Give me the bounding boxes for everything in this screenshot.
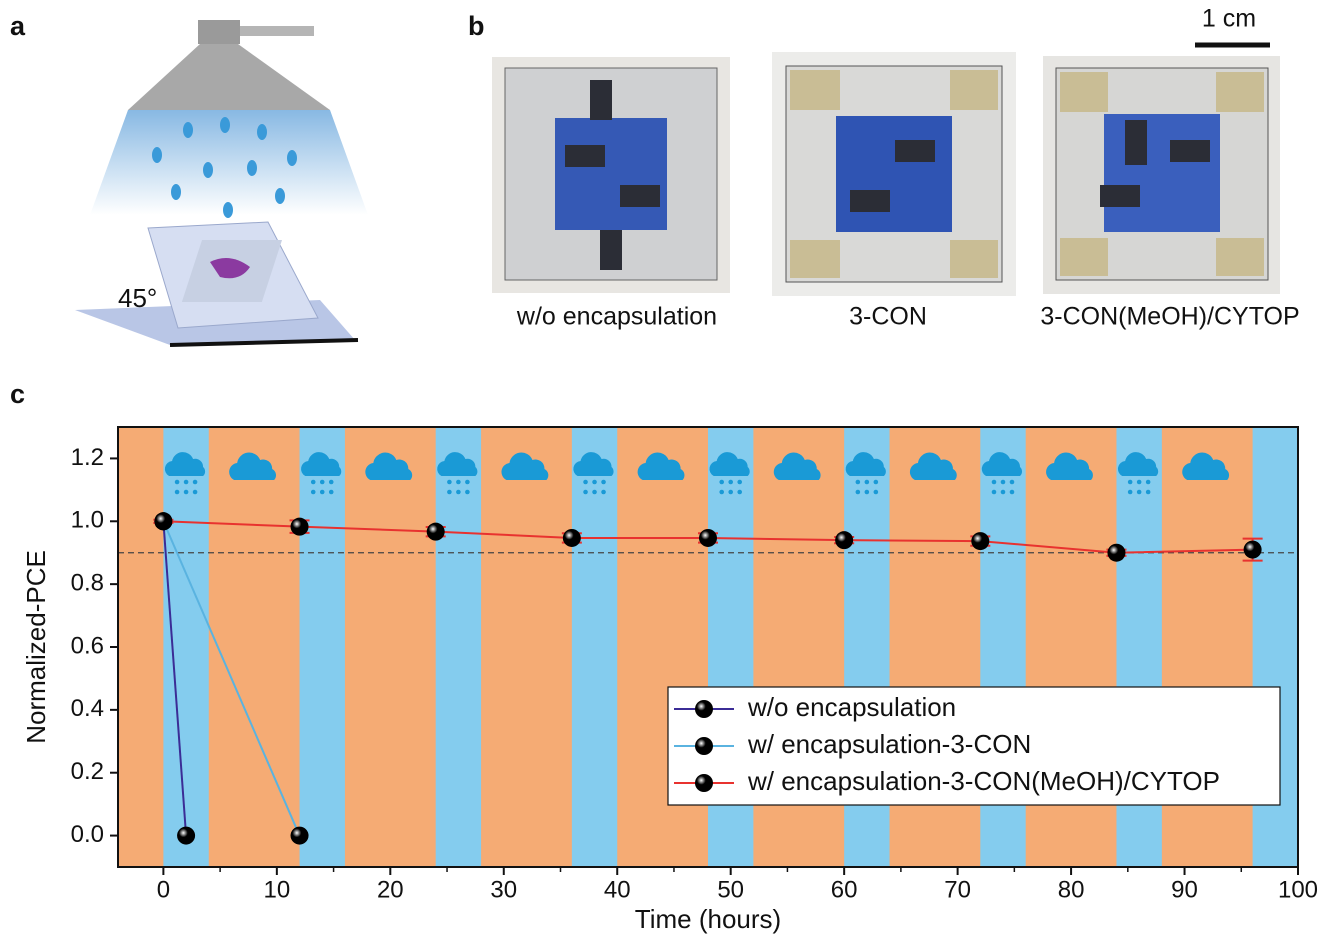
y-tick-label: 0.2 xyxy=(71,758,104,785)
drop xyxy=(447,480,452,485)
drop xyxy=(1010,490,1015,495)
drop xyxy=(184,490,189,495)
x-tick-label: 80 xyxy=(1058,876,1085,903)
drop xyxy=(874,490,879,495)
data-point xyxy=(971,532,989,550)
drop xyxy=(992,480,997,485)
drop xyxy=(856,480,861,485)
device-photos xyxy=(492,52,1280,296)
drop xyxy=(1137,480,1142,485)
x-tick-label: 100 xyxy=(1278,876,1318,903)
y-tick-label: 1.0 xyxy=(71,507,104,534)
legend-label: w/ encapsulation-3-CON xyxy=(747,729,1031,759)
drop xyxy=(1010,480,1015,485)
drop xyxy=(329,480,334,485)
drop xyxy=(1128,480,1133,485)
x-tick-label: 40 xyxy=(604,876,631,903)
angle-label: 45° xyxy=(118,283,157,313)
drop xyxy=(465,480,470,485)
drop xyxy=(737,490,742,495)
drop xyxy=(320,490,325,495)
legend-marker xyxy=(695,774,713,792)
drop xyxy=(329,490,334,495)
x-tick-label: 60 xyxy=(831,876,858,903)
drop xyxy=(193,490,198,495)
panel-label: a xyxy=(10,11,26,41)
drop xyxy=(601,480,606,485)
data-point xyxy=(1107,544,1125,562)
drop xyxy=(865,480,870,485)
photo-caption: 3-CON(MeOH)/CYTOP xyxy=(1040,303,1299,331)
photo-caption: 3-CON xyxy=(849,303,927,331)
data-point xyxy=(1244,541,1262,559)
x-tick-label: 90 xyxy=(1171,876,1198,903)
drop xyxy=(184,480,189,485)
drop xyxy=(456,490,461,495)
drop xyxy=(719,490,724,495)
x-tick-label: 50 xyxy=(717,876,744,903)
x-tick-label: 30 xyxy=(490,876,517,903)
drop xyxy=(583,480,588,485)
data-point xyxy=(563,529,581,547)
drop xyxy=(737,480,742,485)
drop xyxy=(1001,480,1006,485)
drop xyxy=(311,490,316,495)
legend-label: w/ encapsulation-3-CON(MeOH)/CYTOP xyxy=(747,766,1220,796)
data-point xyxy=(291,827,309,845)
drop xyxy=(456,480,461,485)
drop xyxy=(592,480,597,485)
drop xyxy=(175,480,180,485)
drop xyxy=(1146,490,1151,495)
y-tick-label: 0.0 xyxy=(71,821,104,848)
drop xyxy=(447,490,452,495)
drop xyxy=(1137,490,1142,495)
panel-label: c xyxy=(10,379,25,409)
y-axis-label: Normalized-PCE xyxy=(21,550,51,744)
legend-marker xyxy=(695,700,713,718)
drop xyxy=(1128,490,1133,495)
x-tick-label: 70 xyxy=(944,876,971,903)
drop xyxy=(856,490,861,495)
x-tick-label: 20 xyxy=(377,876,404,903)
legend-label: w/o encapsulation xyxy=(747,692,956,722)
drop xyxy=(728,480,733,485)
drop xyxy=(320,480,325,485)
data-point xyxy=(427,523,445,541)
data-point xyxy=(835,531,853,549)
x-tick-label: 0 xyxy=(157,876,170,903)
legend-marker xyxy=(695,737,713,755)
y-tick-label: 0.8 xyxy=(71,569,104,596)
data-point xyxy=(699,529,717,547)
y-tick-label: 1.2 xyxy=(71,444,104,471)
drop xyxy=(865,490,870,495)
drop xyxy=(728,490,733,495)
drop xyxy=(311,480,316,485)
drop xyxy=(193,480,198,485)
drop xyxy=(465,490,470,495)
x-tick-label: 10 xyxy=(263,876,290,903)
scale-label: 1 cm xyxy=(1202,5,1256,33)
drop xyxy=(601,490,606,495)
drop xyxy=(874,480,879,485)
drop xyxy=(1001,490,1006,495)
drop xyxy=(592,490,597,495)
data-point xyxy=(177,827,195,845)
x-axis-label: Time (hours) xyxy=(635,904,781,934)
panel-label: b xyxy=(468,11,485,41)
drop xyxy=(992,490,997,495)
drop xyxy=(583,490,588,495)
drop xyxy=(1146,480,1151,485)
data-point xyxy=(154,512,172,530)
y-tick-label: 0.4 xyxy=(71,695,104,722)
data-point xyxy=(291,518,309,536)
y-tick-label: 0.6 xyxy=(71,632,104,659)
drop xyxy=(175,490,180,495)
photo-caption: w/o encapsulation xyxy=(516,303,717,331)
drop xyxy=(719,480,724,485)
figure: a b c 45° xyxy=(0,0,1323,938)
